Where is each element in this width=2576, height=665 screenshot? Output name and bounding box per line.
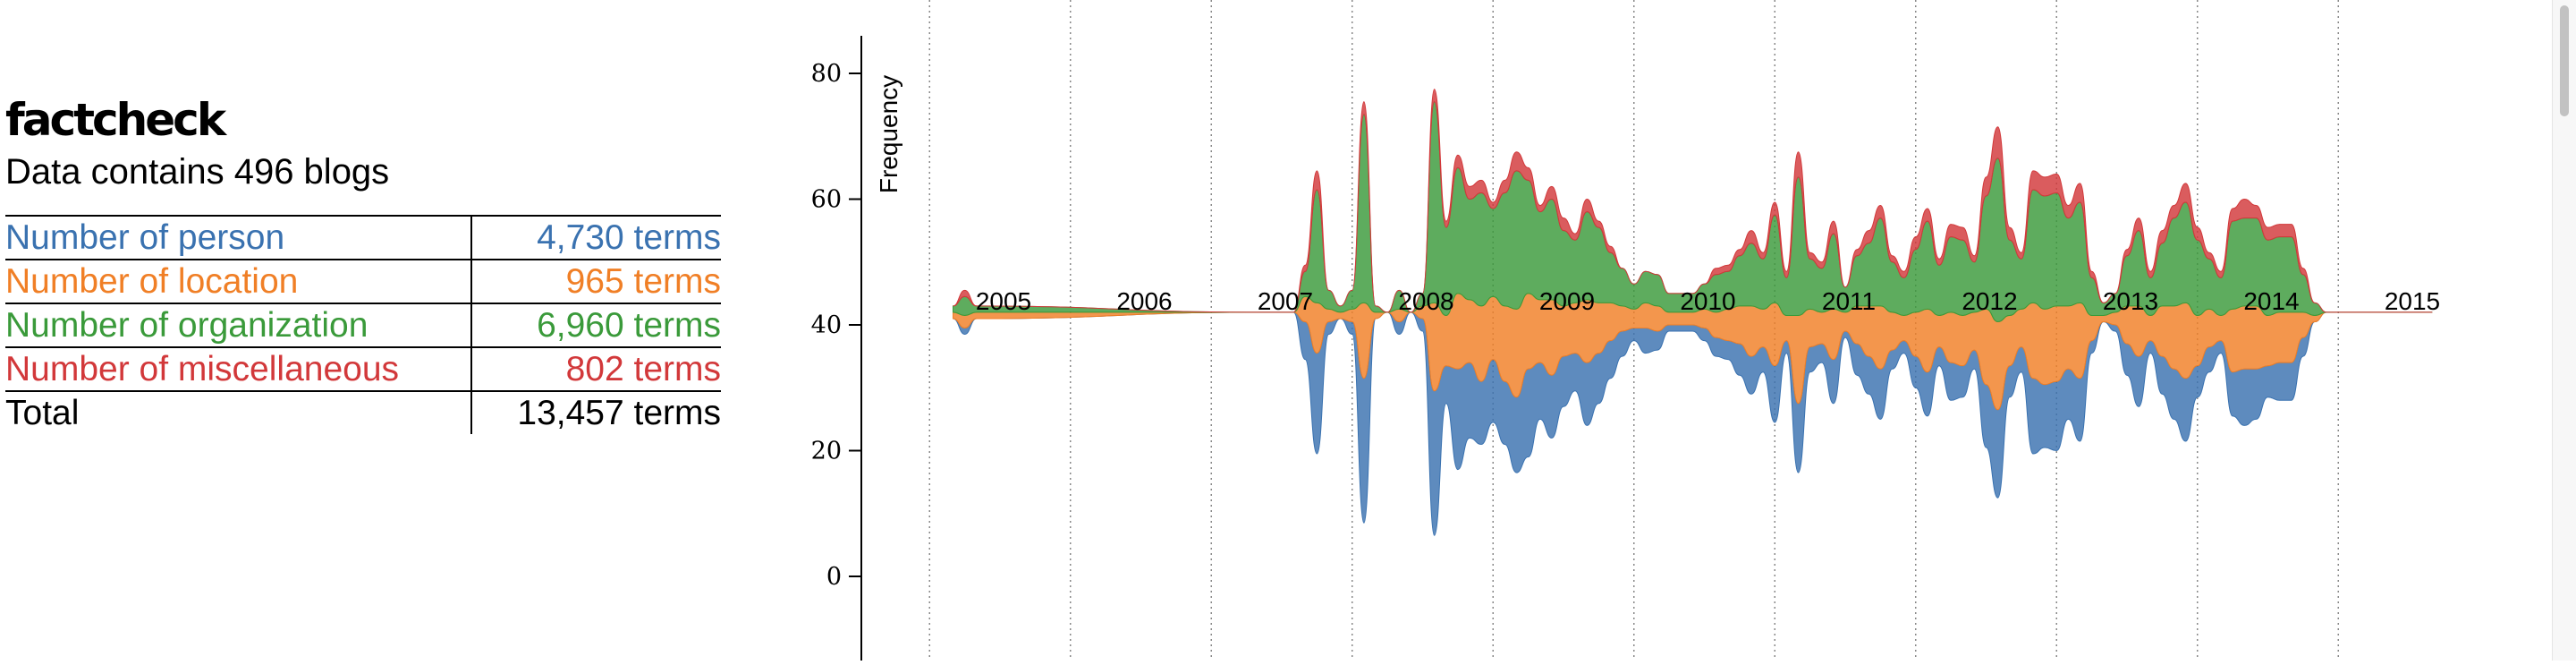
dataset-subtitle: Data contains 496 blogs — [5, 152, 390, 192]
y-axis-label: Frequency — [875, 75, 902, 193]
stats-value: 6,960 terms — [471, 303, 721, 347]
stats-row: Number of location 965 terms — [5, 259, 721, 303]
x-tick-label: 2008 — [1398, 287, 1453, 315]
x-tick-label: 2015 — [2385, 287, 2440, 315]
x-tick-label: 2013 — [2103, 287, 2158, 315]
x-tick-label: 2010 — [1680, 287, 1735, 315]
summary-panel: factcheck Data contains 496 blogs Number… — [5, 93, 721, 434]
x-tick-label: 2011 — [1822, 287, 1876, 315]
stats-label: Number of person — [5, 215, 472, 260]
vertical-scrollbar[interactable] — [2552, 0, 2576, 661]
stats-label: Number of location — [5, 259, 472, 303]
x-tick-label: 2006 — [1116, 287, 1172, 315]
x-tick-label: 2014 — [2243, 287, 2299, 315]
stats-label: Number of miscellaneous — [5, 346, 472, 391]
stats-value: 965 terms — [471, 259, 721, 303]
stats-row: Number of miscellaneous 802 terms — [5, 346, 721, 391]
x-tick-label: 2005 — [976, 287, 1031, 315]
y-tick-label: 40 — [811, 311, 842, 339]
x-tick-label: 2009 — [1539, 287, 1595, 315]
stats-row: Total 13,457 terms — [5, 390, 721, 434]
x-tick-label: 2012 — [1962, 287, 2017, 315]
stream-miscellaneous — [953, 89, 2433, 313]
dataset-title: factcheck — [5, 94, 226, 146]
y-tick-label: 20 — [811, 438, 842, 465]
y-tick-label: 60 — [811, 186, 842, 214]
y-tick-label: 0 — [826, 563, 842, 591]
stats-value: 4,730 terms — [471, 215, 721, 260]
term-stats-table: Number of person 4,730 terms Number of loc… — [5, 215, 721, 434]
stats-row: Number of person 4,730 terms — [5, 215, 721, 260]
stats-label: Number of organization — [5, 303, 472, 347]
scrollbar-thumb[interactable] — [2560, 5, 2569, 116]
stats-value: 802 terms — [471, 346, 721, 391]
stats-value: 13,457 terms — [471, 390, 721, 434]
stats-row: Number of organization 6,960 terms — [5, 303, 721, 347]
stats-label: Total — [5, 390, 472, 434]
x-tick-label: 2007 — [1258, 287, 1313, 315]
y-tick-label: 80 — [811, 60, 842, 88]
